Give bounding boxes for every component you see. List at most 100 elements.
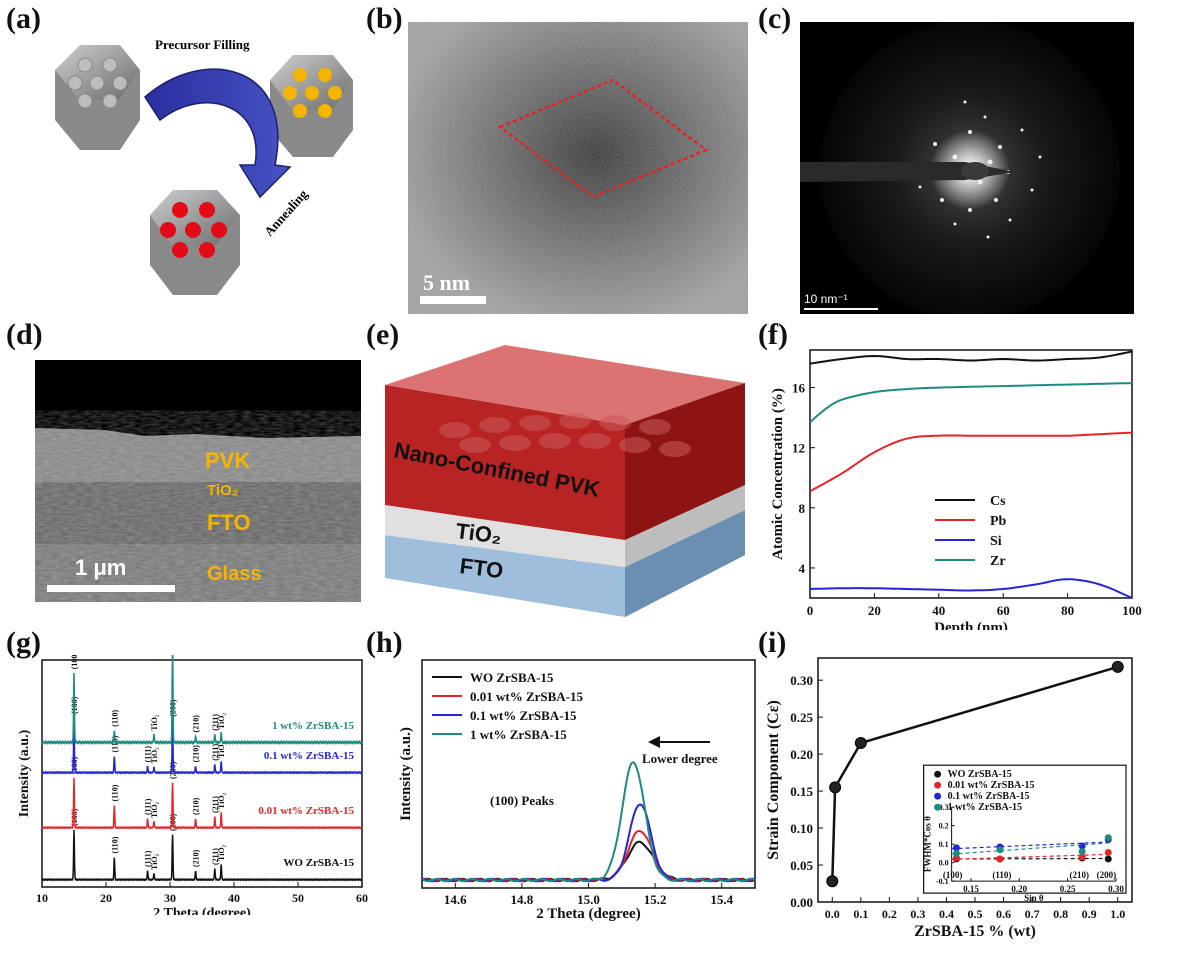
x-tick-label: 100 [1122,603,1142,618]
inset-fit-line-2 [951,841,1112,850]
legend-label-0: WO ZrSBA-15 [470,670,554,685]
inset-x-label: Sin θ [1024,893,1044,903]
peak-label: TiO₂ [217,713,226,730]
inset-legend-swatch-1 [934,781,942,789]
inset-legend-label-2: 0.1 wt% ZrSBA-15 [948,791,1030,802]
inset-peak-label: (210) [1070,870,1090,880]
x-tick-label: 20 [100,891,112,905]
inset-y-tick-label: 0.1 [939,840,949,849]
inset-point-3 [1078,848,1086,856]
inset-y-tick-label: 0.0 [939,859,949,868]
legend-label-2: 0.1 wt% ZrSBA-15 [470,708,577,723]
panel-label-h: (h) [366,626,403,659]
process-arrow [144,68,292,199]
sem-cross-section: PVK TiO₂ FTO Glass 1 μm [35,360,361,602]
legend-label-1: 0.01 wt% ZrSBA-15 [470,689,584,704]
x-axis-label: 2 Theta (degree) [153,906,251,915]
peak-label: (210) [192,849,201,867]
peak-label: TiO₂ [150,801,159,818]
peak-label: TiO₂ [217,741,226,758]
scale-bar-label: 5 nm [423,270,470,295]
x-tick-label: 20 [868,603,881,618]
y-tick-label: 0.15 [790,784,813,799]
x-axis-label: 2 Theta (degree) [536,906,640,922]
peak-label: TiO₂ [217,844,226,861]
layer-label-glass: Glass [207,563,261,585]
peak-label: (211) [211,796,220,813]
precursor-filling-label: Precursor Filling [155,37,250,52]
peak-label: TiO₂ [150,714,159,731]
layer-label-fto: FTO [207,510,251,535]
inset-point-0 [1104,855,1112,863]
strain-line [831,665,1119,882]
peak-label: (210) [192,745,201,763]
inset-point-1 [996,855,1004,863]
series-label-0: WO ZrSBA-15 [283,857,354,869]
y-tick-label: 0.25 [790,710,813,725]
x-tick-label: 0.7 [1025,907,1040,921]
peak-label: (110) [110,784,119,801]
inset-point-1 [1104,848,1112,856]
saed-scale-label: 10 nm⁻¹ [804,292,848,306]
empty-mesoporous-block [55,45,140,150]
x-tick-label: 0.5 [968,907,983,921]
peak-label: (110) [110,836,119,853]
fto-layer-label: FTO [458,553,504,583]
peak-label: (111) [144,850,153,867]
x-tick-label: 15.0 [577,892,600,907]
panel-label-d: (d) [6,318,43,351]
y-tick-label: 12 [792,441,805,456]
y-tick-label: 0.10 [790,821,813,836]
strain-point [826,875,839,888]
inset-peak-label: (200) [1097,870,1117,880]
inset-legend-swatch-2 [934,792,942,800]
peak-label: (100) [70,655,79,669]
inset-legend-label-3: 1 wt% ZrSBA-15 [948,802,1022,813]
inset-x-tick-label: 0.15 [963,884,979,894]
sem-scale-label: 1 μm [75,555,126,580]
legend-label-3: 1 wt% ZrSBA-15 [470,727,567,742]
panel-label-g: (g) [6,626,41,659]
panel-label-f: (f) [758,318,788,351]
x-tick-label: 0.3 [910,907,925,921]
beam-stopper [800,162,1015,182]
inset-y-tick-label: 0.3 [939,803,949,812]
y-tick-label: 0.05 [790,858,813,873]
x-tick-label: 40 [228,891,240,905]
inset-y-label: FWHM*Cos θ [923,816,933,872]
xrd-pattern-3 [41,655,363,746]
y-tick-label: 8 [799,501,806,516]
inset-y-tick-label: 0.2 [939,822,949,831]
x-tick-label: 40 [932,603,945,618]
annealed-perovskite-block [150,190,240,295]
y-axis-label: Intensity (a.u.) [398,727,414,821]
y-tick-label: 4 [799,561,806,576]
inset-legend-label-0: WO ZrSBA-15 [948,769,1012,780]
schematic-precursor-filling: Precursor Filling Annealing [55,37,353,295]
x-tick-label: 15.4 [710,892,733,907]
x-tick-label: 30 [164,891,176,905]
x-tick-label: 0.4 [939,907,954,921]
legend-label-cs: Cs [990,494,1006,509]
series-label-3: 1 wt% ZrSBA-15 [272,720,354,732]
xrd-pattern-2 [41,717,363,775]
shift-arrow-head [648,736,660,748]
panel-label-b: (b) [366,2,403,35]
legend-label-si: Si [990,534,1002,549]
inset-point-2 [952,844,960,852]
plot-frame [809,349,1133,599]
peak-curve-3 [421,761,756,883]
x-tick-label: 10 [36,891,48,905]
inset-point-1 [1078,853,1086,861]
series-line-zr [809,382,1133,423]
x-tick-label: 0.6 [996,907,1011,921]
xrd-pattern-1 [41,777,363,830]
y-tick-label: 0.30 [790,673,813,688]
peak-label: TiO₂ [150,747,159,764]
chart-g-xrd: 10 20 30 40 50 60 2 Theta (degree) Intensity (a… [17,655,368,915]
peak-label: (111) [144,798,153,815]
layer-label-pvk: PVK [205,448,250,473]
inset-legend-swatch-3 [934,803,942,811]
y-axis-label: Intensity (a.u.) [17,729,32,817]
peak-label: (211) [211,714,220,731]
